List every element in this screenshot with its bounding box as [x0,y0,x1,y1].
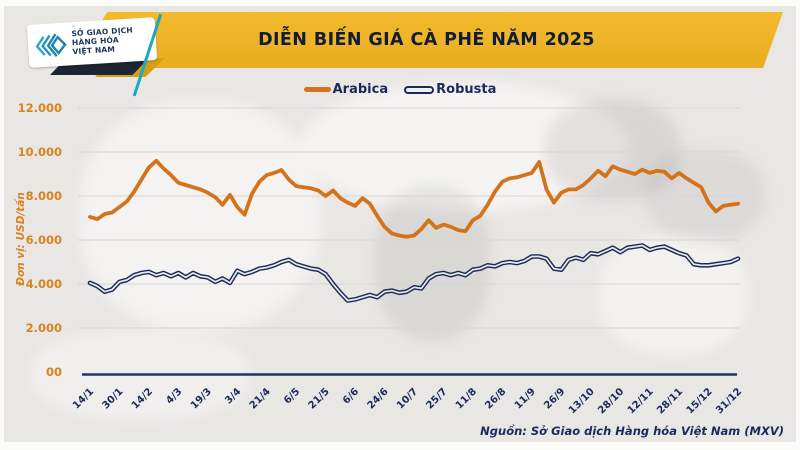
x-tick-label: 31/12 [714,386,744,416]
chart-legend: Arabica Robusta [0,82,800,97]
page-title: DIỄN BIẾN GIÁ CÀ PHÊ NĂM 2025 [258,30,595,50]
world-map-watermark [598,235,748,355]
x-tick-label: 6/5 [282,386,302,406]
y-tick-label: 4.000 [26,277,62,291]
y-tick-label: 8.000 [26,189,62,203]
x-tick-label: 21/5 [307,386,332,411]
arabica-line-swatch [303,87,331,92]
y-tick-label: 2.000 [26,321,62,335]
y-tick-label: 6.000 [26,233,62,247]
x-tick-label: 19/3 [189,386,214,411]
x-tick-label: 4/3 [164,386,184,406]
mxv-logo-icon [35,33,67,57]
trademark-symbol: ™ [70,24,77,32]
x-tick-label: 13/10 [567,386,597,416]
x-tick-label: 6/6 [341,386,361,406]
mxv-logo: ™ SỞ GIAO DỊCH HÀNG HÓA VIỆT NAM [26,17,158,68]
legend-label-robusta: Robusta [436,82,497,97]
x-tick-label: 30/1 [100,386,125,411]
world-map-watermark [545,100,680,200]
x-tick-label: 26/9 [542,386,567,411]
world-map-watermark [80,100,320,330]
x-tick-label: 11/9 [513,386,538,411]
x-tick-label: 21/4 [248,386,273,411]
legend-label-arabica: Arabica [332,82,389,97]
x-tick-label: 12/11 [626,386,656,416]
world-map-watermark [375,185,490,340]
x-tick-label: 15/12 [685,386,715,416]
x-tick-label: 3/4 [223,386,243,406]
y-tick-label: 12.000 [18,101,62,115]
x-tick-label: 28/10 [596,386,626,416]
y-axis-unit-label: Đơn vị: USD/tấn [15,192,27,286]
x-tick-label: 14/1 [71,386,96,411]
legend-item-arabica: Arabica [303,82,389,97]
arabica-line [88,158,740,239]
robusta-line-swatch [404,85,435,94]
logo-line-3: VIỆT NAM [72,44,116,57]
y-tick-label: 00 [46,365,62,379]
x-tick-label: 28/11 [655,386,685,416]
robusta-line-outer [87,243,741,303]
mxv-logo-text: SỞ GIAO DỊCH HÀNG HÓA VIỆT NAM [71,26,134,57]
legend-item-robusta: Robusta [404,82,496,97]
x-tick-label: 10/7 [395,386,420,411]
title-banner: DIỄN BIẾN GIÁ CÀ PHÊ NĂM 2025 [74,12,783,68]
robusta-line-core [89,244,739,302]
x-tick-label: 11/8 [454,386,479,411]
x-tick-label: 14/2 [130,386,155,411]
x-tick-label: 24/6 [366,386,391,411]
x-tick-label: 26/8 [483,386,508,411]
source-attribution: Nguồn: Sở Giao dịch Hàng hóa Việt Nam (M… [480,424,784,438]
y-tick-label: 10.000 [18,145,62,159]
x-tick-label: 25/7 [424,386,449,411]
